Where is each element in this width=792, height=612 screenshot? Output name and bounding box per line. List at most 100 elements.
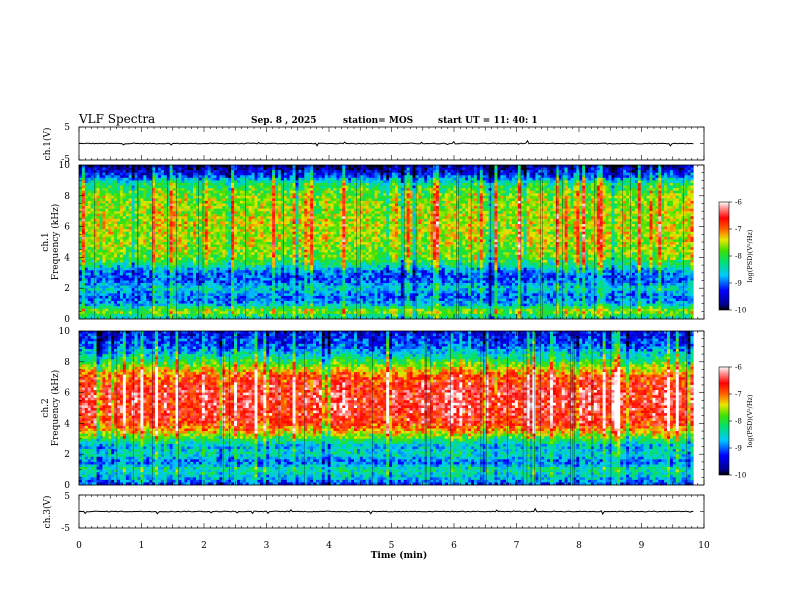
spectrogram-cell bbox=[520, 190, 524, 194]
spectrogram-cell bbox=[558, 203, 562, 207]
spectrogram-cell bbox=[280, 213, 285, 217]
spectrogram-cell bbox=[547, 195, 551, 199]
spectrogram-cell bbox=[593, 172, 598, 176]
spectrogram-cell bbox=[172, 185, 176, 189]
spectrogram-cell bbox=[260, 185, 264, 189]
spectrogram-cell bbox=[368, 195, 372, 199]
spectrogram-cell bbox=[485, 193, 489, 197]
spectrogram-cell bbox=[315, 198, 320, 202]
spectrogram-cell bbox=[280, 170, 285, 173]
spectrogram-cell bbox=[377, 190, 381, 194]
spectrogram-cell bbox=[365, 175, 369, 179]
spectrogram-cell bbox=[579, 206, 583, 209]
spectrogram-cell bbox=[567, 213, 571, 217]
spectrogram-cell bbox=[506, 200, 510, 204]
spectrogram-cell bbox=[315, 175, 320, 179]
spectrogram-cell bbox=[394, 177, 399, 181]
spectrogram-cell bbox=[362, 208, 366, 212]
spectrogram-cell bbox=[134, 170, 138, 173]
spectrogram-cell bbox=[163, 182, 168, 186]
spectrogram-cell bbox=[248, 216, 252, 220]
spectrogram-cell bbox=[675, 182, 679, 186]
spectrogram-cell bbox=[471, 221, 475, 225]
spectrogram-cell bbox=[172, 213, 176, 217]
spectrogram-cell bbox=[307, 180, 311, 184]
spectrogram-cell bbox=[190, 177, 194, 181]
spectrogram-cell bbox=[447, 208, 451, 212]
spectrogram-cell bbox=[210, 216, 214, 220]
spectrogram-cell bbox=[672, 208, 677, 212]
spectrogram-cell bbox=[541, 203, 545, 207]
spectrogram-cell bbox=[465, 177, 469, 181]
spectrogram-cell bbox=[155, 188, 159, 191]
spectrogram-cell bbox=[356, 188, 361, 191]
spectrogram-cell bbox=[336, 216, 340, 220]
spectrogram-cell bbox=[409, 177, 413, 181]
spectrogram-cell bbox=[157, 170, 162, 173]
spectrogram-cell bbox=[111, 177, 115, 181]
spectrogram-cell bbox=[377, 213, 381, 217]
spectrogram-cell bbox=[453, 182, 457, 186]
spectrogram-cell bbox=[406, 170, 410, 173]
spectrogram-cell bbox=[535, 170, 539, 173]
spectrogram-cell bbox=[514, 203, 519, 207]
spectrogram-cell bbox=[90, 198, 94, 202]
spectrogram-cell bbox=[409, 203, 413, 207]
spectrogram-cell bbox=[146, 218, 150, 222]
spectrogram-cell bbox=[348, 216, 352, 220]
spectrogram-cell bbox=[345, 180, 349, 184]
spectrogram-cell bbox=[149, 218, 153, 222]
spectrogram-cell bbox=[286, 218, 290, 222]
spectrogram-cell bbox=[503, 180, 507, 184]
spectrogram-cell bbox=[535, 206, 539, 209]
spectrogram-cell bbox=[526, 193, 530, 197]
spectrogram-cell bbox=[500, 185, 504, 189]
spectrogram-cell bbox=[339, 180, 343, 184]
spectrogram-cell bbox=[222, 193, 226, 197]
spectrogram-cell bbox=[675, 167, 679, 171]
spectrogram-cell bbox=[567, 188, 571, 191]
spectrogram-cell bbox=[228, 172, 232, 176]
spectrogram-cell bbox=[275, 203, 279, 207]
spectrogram-cell bbox=[532, 170, 536, 173]
spectrogram-cell bbox=[690, 206, 694, 209]
spectrogram-cell bbox=[295, 185, 299, 189]
spectrogram-cell bbox=[239, 172, 244, 176]
spectrogram-cell bbox=[371, 203, 375, 207]
spectrogram-cell bbox=[257, 206, 261, 209]
spectrogram-cell bbox=[471, 208, 475, 212]
spectrogram-cell bbox=[394, 200, 399, 204]
spectrogram-cell bbox=[222, 208, 226, 212]
spectrogram-cell bbox=[392, 221, 396, 225]
spectrogram-cell bbox=[509, 172, 513, 176]
spectrogram-cell bbox=[532, 180, 536, 184]
spectrogram-cell bbox=[196, 221, 200, 225]
spectrogram-cell bbox=[476, 221, 481, 225]
spectrogram-cell bbox=[157, 208, 162, 212]
spectrogram-cell bbox=[421, 195, 425, 199]
spectrogram-cell bbox=[286, 177, 290, 181]
spectrogram-cell bbox=[406, 165, 410, 168]
spectrogram-cell bbox=[298, 211, 302, 215]
spectrogram-cell bbox=[184, 213, 188, 217]
spectrogram-cell bbox=[620, 203, 624, 207]
spectrogram-cell bbox=[260, 213, 264, 217]
spectrogram-cell bbox=[520, 208, 524, 212]
spectrogram-cell bbox=[605, 208, 609, 212]
spectrogram-cell bbox=[626, 188, 630, 191]
spectrogram-cell bbox=[266, 190, 270, 194]
spectrogram-cell bbox=[473, 213, 478, 217]
spectrogram-cell bbox=[216, 175, 220, 179]
spectrogram-cell bbox=[365, 198, 369, 202]
spectrogram-cell bbox=[383, 170, 387, 173]
spectrogram-cell bbox=[269, 213, 273, 217]
spectrogram-cell bbox=[497, 165, 501, 168]
spectrogram-cell bbox=[152, 190, 156, 194]
spectrogram-cell bbox=[111, 218, 115, 222]
spectrogram-cell bbox=[535, 190, 539, 194]
spectrogram-cell bbox=[324, 221, 328, 225]
spectrogram-cell bbox=[242, 195, 247, 199]
spectrogram-cell bbox=[295, 203, 299, 207]
spectrogram-cell bbox=[418, 190, 422, 194]
spectrogram-cell bbox=[128, 218, 132, 222]
